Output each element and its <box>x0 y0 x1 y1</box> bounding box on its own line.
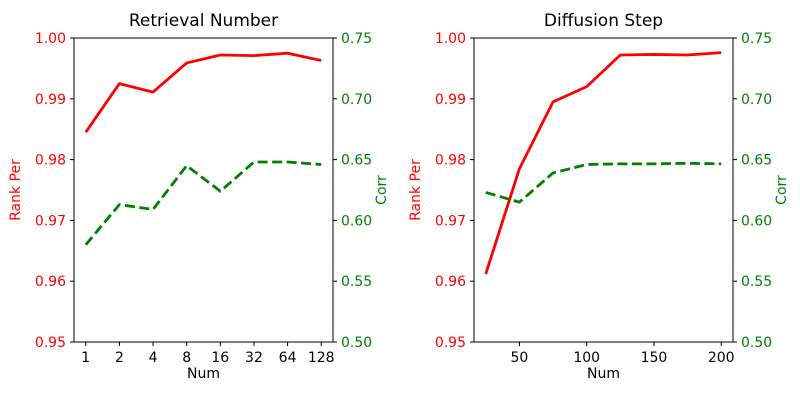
left-tick-label: 0.95 <box>435 335 466 351</box>
plot-border <box>73 37 334 343</box>
x-tick-label: 4 <box>149 350 158 366</box>
right-tick-label: 0.60 <box>741 213 772 229</box>
x-tick-label: 200 <box>708 350 735 366</box>
right-tick-label: 0.65 <box>341 153 372 169</box>
right-tick-label: 0.70 <box>341 92 372 108</box>
x-tick-label: 1 <box>81 350 90 366</box>
left-tick-label: 0.97 <box>35 213 66 229</box>
left-tick-label: 0.95 <box>35 335 66 351</box>
left-tick-label: 0.98 <box>35 153 66 169</box>
left-tick-label: 1.00 <box>35 31 66 47</box>
x-axis-label: Num <box>587 366 620 382</box>
x-tick-label: 150 <box>641 350 668 366</box>
right-tick-label: 0.65 <box>741 153 772 169</box>
right-tick-label: 0.70 <box>741 92 772 108</box>
x-tick-label: 16 <box>211 350 229 366</box>
left-axis-label: Rank Per <box>8 159 24 221</box>
chart-title: Diffusion Step <box>544 11 663 31</box>
series-line-rank-per <box>84 51 322 134</box>
chart-svg: Retrieval Number 1 2 4 8 16 32 64 128 Num 1.00 0.99… <box>8 11 390 382</box>
left-tick-label: 0.98 <box>435 153 466 169</box>
right-tick-label: 0.60 <box>341 213 372 229</box>
series-line-corr <box>84 160 322 246</box>
x-tick-label: 50 <box>510 350 528 366</box>
x-axis-label: Num <box>187 366 220 382</box>
chart-panel-diffusion-step: Diffusion Step 50 100 150 200 Num 1.00 0.99 0.98… <box>400 0 800 400</box>
x-tick-label: 8 <box>182 350 191 366</box>
x-tick-label: 100 <box>573 350 600 366</box>
x-tick-label: 64 <box>279 350 297 366</box>
left-tick-label: 1.00 <box>435 31 466 47</box>
series-line-rank-per <box>484 51 722 275</box>
plot-border <box>473 37 734 343</box>
left-tick-label: 0.99 <box>35 92 66 108</box>
right-tick-label: 0.50 <box>741 335 772 351</box>
chart-panel-retrieval-number: Retrieval Number 1 2 4 8 16 32 64 128 Num 1.00 0.99… <box>8 11 390 382</box>
left-tick-label: 0.99 <box>435 92 466 108</box>
left-tick-label: 0.96 <box>35 274 66 290</box>
chart-svg: Diffusion Step 50 100 150 200 Num 1.00 0.99 0.98… <box>408 11 790 382</box>
x-tick-label: 128 <box>308 350 335 366</box>
x-tick-label: 32 <box>245 350 263 366</box>
left-tick-label: 0.97 <box>435 213 466 229</box>
x-tick-label: 2 <box>115 350 124 366</box>
right-axis-label: Corr <box>774 175 790 205</box>
right-axis-label: Corr <box>374 175 390 205</box>
right-tick-label: 0.55 <box>341 274 372 290</box>
right-tick-label: 0.75 <box>741 31 772 47</box>
left-axis-label: Rank Per <box>408 159 424 221</box>
right-tick-label: 0.55 <box>741 274 772 290</box>
left-tick-label: 0.96 <box>435 274 466 290</box>
chart-title: Retrieval Number <box>129 11 278 31</box>
right-tick-label: 0.50 <box>341 335 372 351</box>
right-tick-label: 0.75 <box>341 31 372 47</box>
series-line-corr <box>485 161 722 204</box>
